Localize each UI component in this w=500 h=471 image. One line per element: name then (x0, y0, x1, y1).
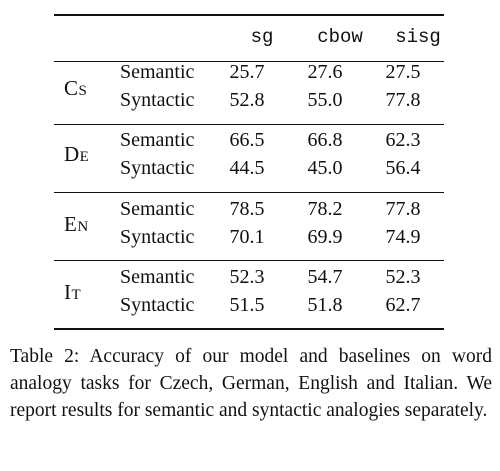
group-rule (54, 192, 444, 193)
table-cell: 74.9 (385, 226, 421, 248)
table-cell: 27.5 (385, 61, 421, 83)
language-rest: S (78, 83, 88, 99)
header-rule (54, 61, 444, 62)
table-cell: 51.5 (229, 294, 265, 316)
table-cell: 70.1 (229, 226, 265, 248)
language-label-de: DE (64, 142, 89, 167)
table-cell: 77.8 (385, 89, 421, 111)
language-initial: C (64, 76, 79, 100)
table-cell: 69.9 (307, 226, 343, 248)
bottom-rule (54, 328, 444, 330)
group-rule (54, 124, 444, 125)
row-label: Semantic (120, 266, 195, 288)
group-rule (54, 260, 444, 261)
column-header-sg: sg (250, 26, 274, 48)
row-label: Syntactic (120, 226, 195, 248)
language-label-cs: CS (64, 76, 87, 101)
table-cell: 62.3 (385, 129, 421, 151)
table-cell: 52.3 (385, 266, 421, 288)
row-label: Syntactic (120, 294, 195, 316)
table-cell: 45.0 (307, 157, 343, 179)
table-cell: 54.7 (307, 266, 343, 288)
table-cell: 77.8 (385, 198, 421, 220)
table-cell: 78.2 (307, 198, 343, 220)
language-initial: I (64, 280, 72, 304)
row-label: Semantic (120, 61, 195, 83)
table-cell: 27.6 (307, 61, 343, 83)
table-cell: 66.5 (229, 129, 265, 151)
row-label: Syntactic (120, 157, 195, 179)
row-label: Syntactic (120, 89, 195, 111)
language-label-it: IT (64, 280, 81, 305)
table-cell: 55.0 (307, 89, 343, 111)
column-header-sisg: sisg (395, 26, 441, 48)
language-label-en: EN (64, 212, 89, 237)
table-cell: 25.7 (229, 61, 265, 83)
table-cell: 62.7 (385, 294, 421, 316)
row-label: Semantic (120, 129, 195, 151)
table-cell: 66.8 (307, 129, 343, 151)
table-cell: 44.5 (229, 157, 265, 179)
top-rule (54, 14, 444, 16)
language-rest: N (77, 219, 89, 235)
row-label: Semantic (120, 198, 195, 220)
column-header-cbow: cbow (317, 26, 363, 48)
language-rest: E (79, 149, 90, 165)
language-rest: T (71, 287, 82, 303)
table-cell: 52.3 (229, 266, 265, 288)
language-initial: D (64, 142, 80, 166)
table-cell: 51.8 (307, 294, 343, 316)
table-cell: 52.8 (229, 89, 265, 111)
table-caption: Table 2: Accuracy of our model and basel… (10, 346, 492, 421)
table-cell: 56.4 (385, 157, 421, 179)
table-cell: 78.5 (229, 198, 265, 220)
language-initial: E (64, 212, 78, 236)
